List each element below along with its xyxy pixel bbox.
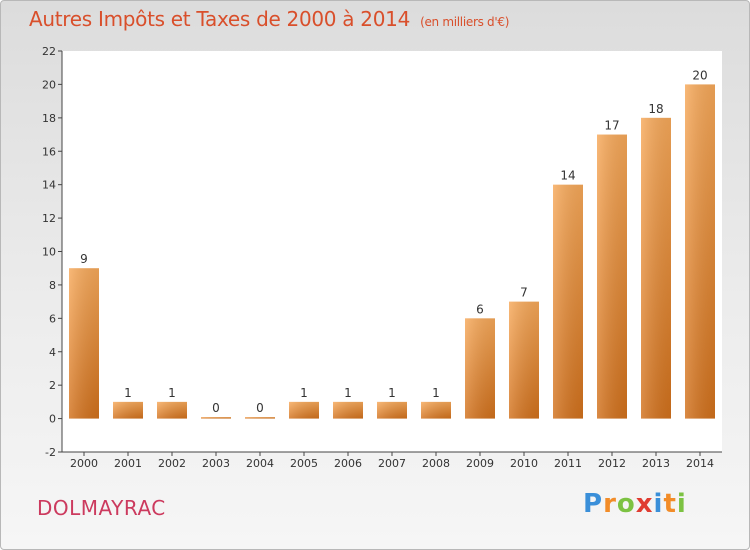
x-tick-label: 2007	[378, 457, 406, 470]
y-tick-label: 0	[49, 413, 56, 426]
x-tick-label: 2009	[466, 457, 494, 470]
x-tick-label: 2014	[686, 457, 714, 470]
y-tick-label: 14	[42, 179, 56, 192]
x-tick-label: 2005	[290, 457, 318, 470]
bar-shade	[69, 268, 99, 419]
y-tick-label: -2	[45, 446, 56, 459]
bar-shade	[113, 401, 143, 419]
y-tick-label: 6	[49, 312, 56, 325]
bar-shade	[377, 401, 407, 419]
x-tick-label: 2000	[70, 457, 98, 470]
y-tick-label: 8	[49, 279, 56, 292]
x-tick-label: 2008	[422, 457, 450, 470]
y-tick-label: 10	[42, 246, 56, 259]
bar-value-label: 1	[344, 386, 352, 400]
bar-shade	[157, 401, 187, 419]
bar-shade	[685, 84, 715, 419]
bar-shade	[465, 318, 495, 419]
bar-shade	[553, 184, 583, 419]
bar-value-label: 0	[256, 401, 264, 415]
y-tick-label: 22	[42, 45, 56, 58]
x-tick-label: 2010	[510, 457, 538, 470]
bar-shade	[421, 401, 451, 419]
x-tick-label: 2012	[598, 457, 626, 470]
bar-shade	[289, 401, 319, 419]
bar-shade	[333, 401, 363, 419]
y-tick-label: 4	[49, 346, 56, 359]
bars	[69, 84, 715, 419]
proxiti-logo[interactable]: Proxiti	[583, 489, 687, 519]
commune-name: DOLMAYRAC	[37, 496, 166, 520]
bar-value-label: 0	[212, 401, 220, 415]
bar-value-label: 1	[168, 386, 176, 400]
x-axis: 2000 2001 2002 2003 2004 2005 2006 2007 2008 2009…	[62, 451, 722, 470]
logo-letter: o	[616, 489, 636, 519]
x-tick-label: 2003	[202, 457, 230, 470]
bar-shade	[201, 417, 231, 419]
bar-value-label: 1	[432, 386, 440, 400]
bar-shade	[245, 417, 275, 419]
logo-letter: r	[603, 489, 617, 519]
bar-shade	[597, 134, 627, 419]
bar-value-label: 1	[300, 386, 308, 400]
x-tick-label: 2011	[554, 457, 582, 470]
chart-title-text: Autres Impôts et Taxes de 2000 à 2014	[29, 7, 410, 31]
logo-letter: t	[663, 489, 677, 519]
chart-unit-note: (en milliers d'€)	[420, 15, 510, 29]
x-tick-label: 2001	[114, 457, 142, 470]
bar-value-label: 14	[560, 169, 575, 183]
bar-value-label: 18	[648, 102, 663, 116]
y-tick-label: 16	[42, 145, 56, 158]
logo-letter: i	[676, 489, 687, 519]
y-axis: -2 0 2 4 6 8 10 12 14 16 18 20 22	[42, 45, 63, 459]
bar-value-label: 7	[520, 286, 528, 300]
bar-value-label: 6	[476, 302, 484, 316]
x-tick-label: 2013	[642, 457, 670, 470]
bar-value-label: 20	[692, 68, 707, 82]
logo-letter: i	[653, 489, 664, 519]
x-tick-label: 2006	[334, 457, 362, 470]
y-tick-label: 20	[42, 78, 56, 91]
bar-value-label: 1	[388, 386, 396, 400]
logo-letter: x	[635, 489, 654, 519]
data-labels: 9 1 1 0 0 1 1 1 1 6 7 14 17 18 20	[80, 68, 707, 415]
bar-shade	[509, 301, 539, 419]
x-tick-label: 2002	[158, 457, 186, 470]
y-tick-label: 12	[42, 212, 56, 225]
bar-value-label: 17	[604, 119, 619, 133]
y-tick-label: 2	[49, 379, 56, 392]
logo-letter: P	[583, 489, 604, 519]
chart-title: Autres Impôts et Taxes de 2000 à 2014 (e…	[29, 7, 509, 31]
bar-value-label: 9	[80, 252, 88, 266]
y-tick-label: 18	[42, 112, 56, 125]
bar-value-label: 1	[124, 386, 132, 400]
x-tick-label: 2004	[246, 457, 274, 470]
bar-shade	[641, 117, 671, 419]
